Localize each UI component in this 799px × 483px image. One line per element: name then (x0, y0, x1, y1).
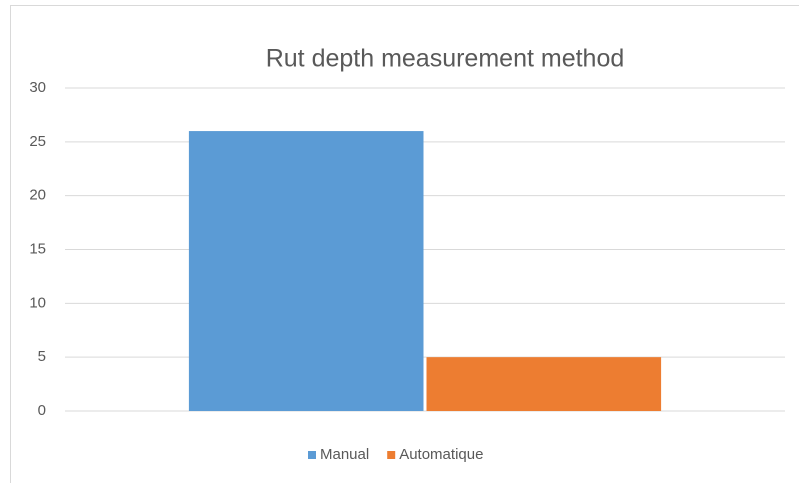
y-tick-label: 5 (38, 348, 46, 365)
chart-title: Rut depth measurement method (266, 45, 625, 73)
legend-swatch (308, 451, 316, 459)
legend-swatch (387, 451, 396, 459)
legend-label: Automatique (399, 446, 483, 463)
y-tick-label: 15 (29, 240, 46, 257)
y-tick-label: 10 (29, 294, 46, 311)
y-tick-label: 30 (29, 79, 46, 96)
y-tick-label: 0 (38, 402, 46, 419)
legend-label: Manual (320, 446, 369, 463)
bar (426, 357, 662, 411)
y-tick-label: 25 (29, 133, 46, 150)
bar (188, 131, 424, 412)
y-tick-label: 20 (29, 187, 46, 204)
